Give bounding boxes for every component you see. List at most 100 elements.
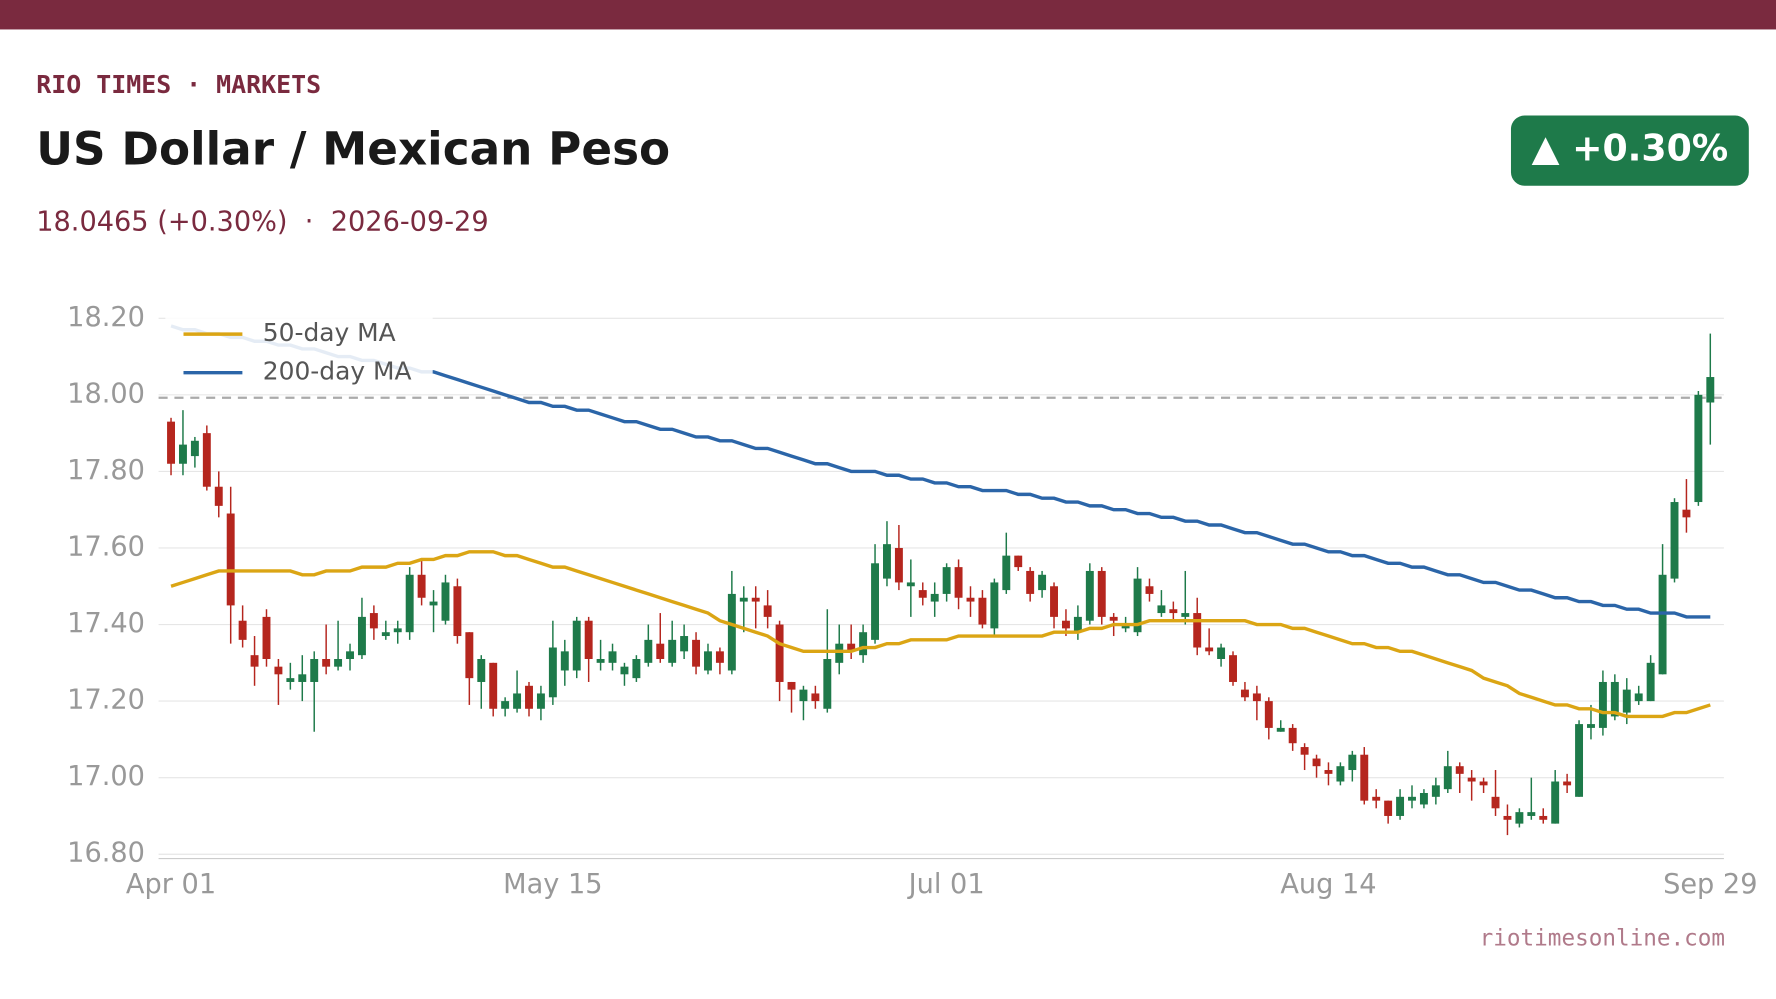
y-tick-label: 17.20 (67, 685, 145, 716)
y-tick-label: 16.80 (67, 838, 145, 869)
candle-body (429, 601, 438, 606)
candle-body (310, 659, 319, 682)
y-tick-label: 17.40 (67, 608, 145, 639)
candle-body (286, 678, 295, 682)
candle-body (918, 590, 927, 598)
candle-body (1157, 605, 1166, 614)
candle-body (1658, 574, 1667, 675)
candle-body (489, 662, 498, 709)
candle-body (906, 582, 915, 587)
candle-body (1634, 693, 1643, 702)
candle-body (441, 582, 450, 621)
x-tick-label: Apr 01 (126, 869, 216, 900)
y-tick-label: 17.00 (67, 761, 145, 792)
candle-body (942, 567, 951, 594)
candle-body (990, 582, 999, 629)
candle-body (357, 616, 366, 656)
candle-body (966, 597, 975, 602)
y-tick-label: 17.60 (67, 531, 145, 562)
candle-body (1682, 509, 1691, 518)
candle-body (1300, 747, 1309, 755)
candle-body (584, 620, 593, 660)
candle-body (369, 613, 378, 629)
legend-label: 200-day MA (263, 357, 412, 386)
candle-body (1193, 613, 1202, 648)
candle-body (560, 651, 569, 671)
candle-body (1527, 812, 1536, 816)
candle-body (1050, 586, 1058, 617)
candle-body (596, 659, 605, 663)
candle-body (1264, 701, 1273, 728)
candle-body (334, 659, 343, 667)
candle-body (1348, 754, 1357, 771)
candle-body (214, 486, 223, 506)
candle-body (548, 647, 557, 698)
candle-body (763, 605, 772, 617)
candle-body (226, 513, 235, 606)
candle-body (692, 639, 701, 667)
candle-body (178, 444, 187, 464)
candle-body (775, 624, 784, 682)
candle-body (811, 693, 820, 702)
y-tick-label: 18.00 (67, 378, 145, 409)
candle-body (1563, 781, 1572, 786)
candle-body (1646, 662, 1655, 702)
candle-body (1670, 502, 1679, 579)
candle-body (1515, 812, 1524, 824)
candle-body (954, 567, 963, 598)
top-bar (0, 0, 1776, 30)
candle-body (1467, 777, 1476, 782)
candle-body (1336, 766, 1345, 782)
candle-body (1133, 578, 1142, 633)
candle-body (381, 632, 390, 637)
candle-body (1694, 394, 1703, 503)
candle-body (620, 666, 629, 675)
candle-body (871, 563, 880, 640)
x-tick-label: Aug 14 (1280, 869, 1376, 900)
legend-label: 50-day MA (263, 318, 396, 347)
candle-body (859, 632, 868, 656)
candle-body (715, 651, 724, 663)
candle-body (1598, 681, 1607, 728)
candle-body (1551, 781, 1560, 824)
candle-body (1372, 796, 1381, 801)
candle-body (1396, 796, 1405, 816)
candle-body (1443, 766, 1452, 790)
candle-body (883, 544, 891, 579)
candle-body (190, 440, 199, 457)
candle-body (501, 701, 510, 709)
candle-body (1587, 724, 1595, 728)
candle-body (751, 597, 760, 602)
title: US Dollar / Mexican Peso (36, 122, 670, 175)
candle-body (322, 659, 331, 667)
candle-body (1181, 613, 1190, 617)
candle-body (1479, 781, 1488, 786)
candle-body (656, 643, 665, 660)
candle-body (1002, 555, 1011, 591)
candle-body (1610, 681, 1619, 717)
candle-body (393, 628, 402, 633)
candle-body (1240, 689, 1249, 698)
candle-body (1431, 785, 1440, 797)
candle-body (453, 586, 462, 637)
candle-body (930, 593, 939, 602)
candle-body (525, 685, 533, 709)
candle-body (847, 643, 856, 652)
candle-body (238, 620, 247, 640)
y-tick-label: 18.20 (67, 302, 145, 333)
candle-body (1061, 620, 1070, 629)
candle-body (1706, 377, 1715, 403)
plot: 16.80 17.00 17.20 17.40 17.60 17.80 18.00 18.20… (67, 302, 1757, 900)
candle-body (250, 655, 259, 667)
candle-body (1503, 815, 1512, 820)
candle-body (739, 597, 748, 602)
candle-body (727, 593, 736, 671)
candle-body (346, 651, 354, 660)
candle-body (1109, 616, 1118, 621)
candle-body (1288, 727, 1297, 744)
x-tick-label: Jul 01 (907, 869, 985, 900)
candle-body (608, 651, 617, 663)
candle-body (894, 547, 903, 583)
candle-body (1622, 689, 1631, 713)
